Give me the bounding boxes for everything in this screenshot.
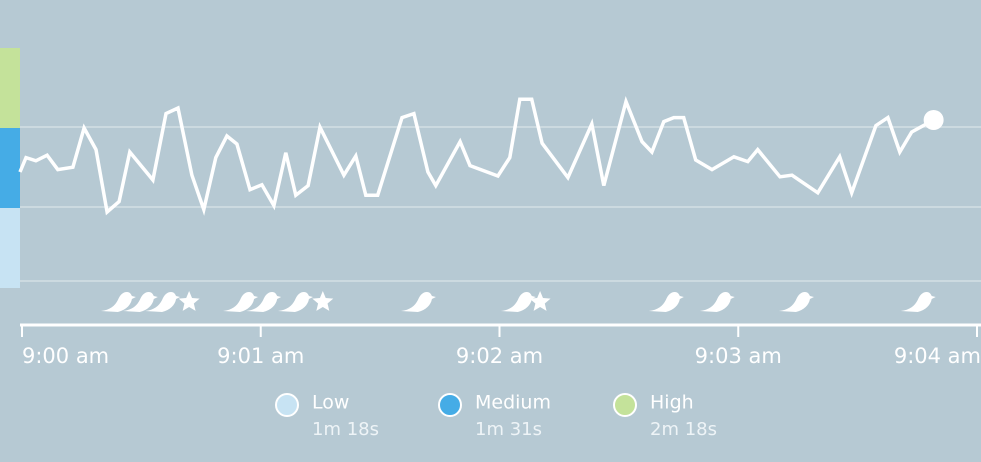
- legend-duration: 1m 31s: [475, 419, 542, 440]
- bird-event: [900, 292, 936, 312]
- bird-event: [400, 292, 436, 312]
- bird-event: [145, 292, 181, 312]
- zone-band: [0, 208, 20, 288]
- legend-swatch: [275, 393, 299, 417]
- x-tick-label: 9:04 am: [894, 344, 981, 368]
- star-event: [312, 291, 334, 311]
- bird-event: [100, 292, 136, 312]
- x-tick-label: 9:00 am: [22, 344, 109, 368]
- star-event: [529, 291, 551, 311]
- bird-event: [277, 292, 313, 312]
- x-tick-label: 9:02 am: [456, 344, 543, 368]
- end-point: [923, 110, 944, 130]
- x-tick-label: 9:01 am: [217, 344, 304, 368]
- legend-duration: 1m 18s: [312, 419, 379, 440]
- legend-name: Medium: [475, 392, 551, 414]
- bird-event: [778, 292, 814, 312]
- bird-event: [246, 292, 282, 312]
- zone-band: [0, 128, 20, 208]
- zone-band: [0, 48, 20, 128]
- legend-name: Low: [312, 392, 349, 414]
- bird-event: [648, 292, 684, 312]
- bird-event: [500, 292, 536, 312]
- bird-event: [699, 292, 735, 312]
- bird-event: [223, 292, 259, 312]
- star-event: [178, 291, 200, 311]
- legend-swatch: [613, 393, 637, 417]
- legend-name: High: [650, 392, 694, 414]
- bird-event: [122, 292, 158, 312]
- line: [18, 96, 935, 216]
- legend-swatch: [438, 393, 462, 417]
- x-tick-label: 9:03 am: [695, 344, 782, 368]
- legend-duration: 2m 18s: [650, 419, 717, 440]
